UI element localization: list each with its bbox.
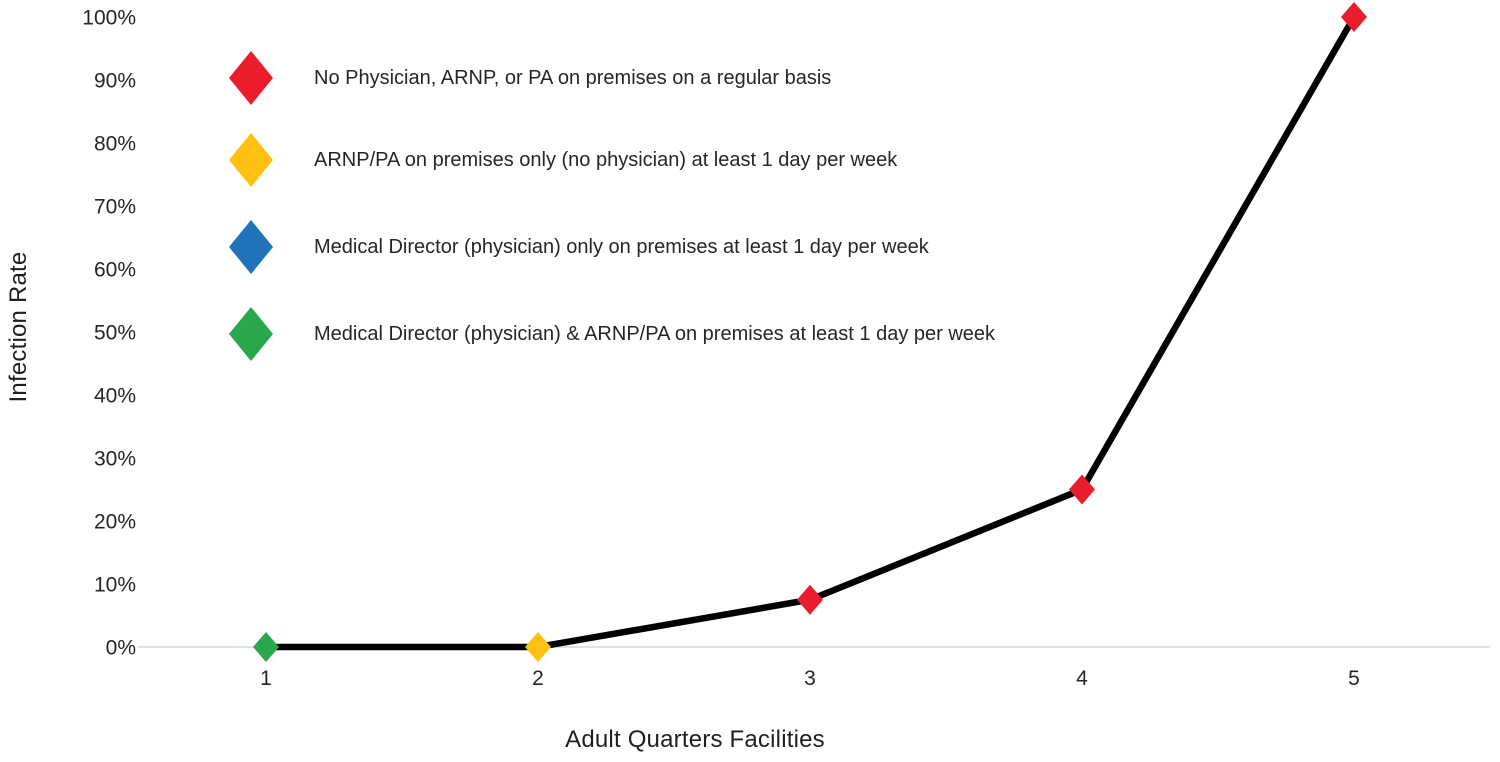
y-tick-label: 20%: [94, 511, 136, 534]
y-tick-label: 50%: [94, 322, 136, 345]
x-axis-title: Adult Quarters Facilities: [565, 726, 825, 753]
data-point-diamond-icon: [797, 584, 823, 615]
diamond-icon: [229, 220, 273, 274]
x-tick-label: 3: [804, 667, 816, 690]
y-tick-label: 10%: [94, 574, 136, 597]
x-tick-label: 5: [1348, 667, 1360, 690]
y-tick-label: 100%: [82, 7, 136, 30]
legend-label: ARNP/PA on premises only (no physician) …: [314, 148, 898, 171]
y-tick-label: 0%: [106, 637, 136, 660]
x-tick-label: 2: [532, 667, 544, 690]
y-tick-label: 70%: [94, 196, 136, 219]
y-tick-label: 60%: [94, 259, 136, 282]
legend: No Physician, ARNP, or PA on premises on…: [228, 0, 1378, 380]
y-tick-label: 30%: [94, 448, 136, 471]
diamond-icon: [229, 51, 273, 105]
y-tick-label: 80%: [94, 133, 136, 156]
data-point-diamond-icon: [253, 632, 279, 662]
x-tick-label: 4: [1076, 667, 1088, 690]
diamond-icon: [229, 307, 273, 361]
legend-item: Medical Director (physician) only on pre…: [228, 219, 929, 275]
legend-label: Medical Director (physician) & ARNP/PA o…: [314, 322, 996, 345]
x-tick-label: 1: [260, 667, 272, 690]
data-point-diamond-icon: [1069, 474, 1095, 505]
data-point-diamond-icon: [525, 632, 551, 662]
legend-item: No Physician, ARNP, or PA on premises on…: [228, 50, 831, 106]
legend-item: Medical Director (physician) & ARNP/PA o…: [228, 306, 995, 362]
y-tick-label: 40%: [94, 385, 136, 408]
data-point-diamond-icon: [1341, 2, 1367, 32]
legend-item: ARNP/PA on premises only (no physician) …: [228, 132, 897, 188]
diamond-icon: [229, 133, 273, 187]
legend-label: Medical Director (physician) only on pre…: [314, 235, 929, 258]
legend-label: No Physician, ARNP, or PA on premises on…: [314, 66, 832, 89]
y-axis-title: Infection Rate: [5, 251, 32, 403]
y-tick-label: 90%: [94, 70, 136, 93]
